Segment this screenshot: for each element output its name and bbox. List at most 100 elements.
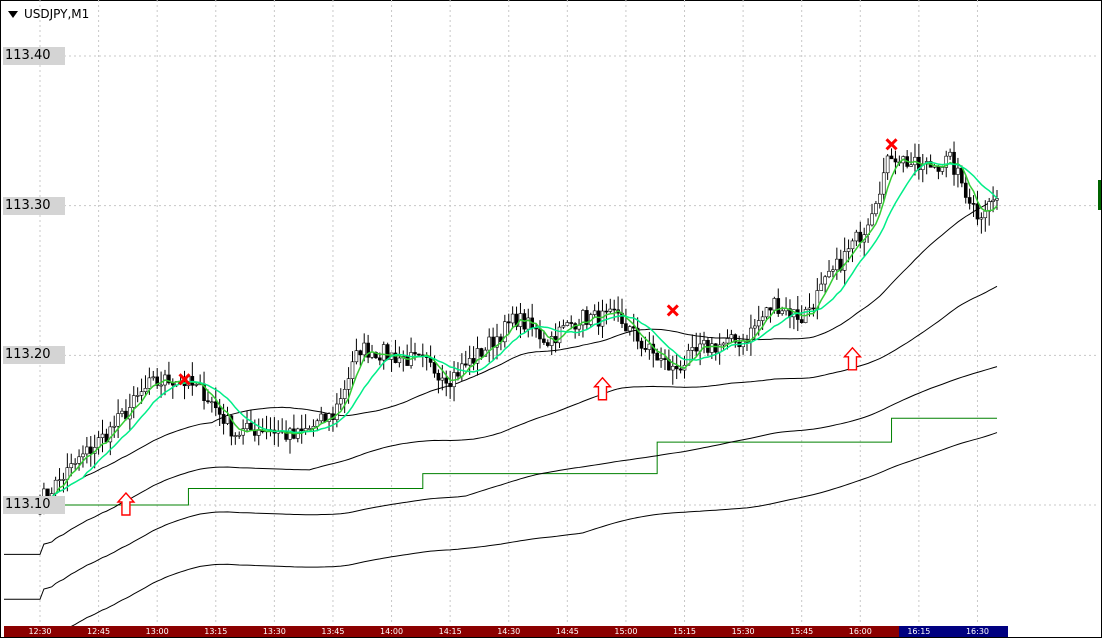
candle-body [381, 344, 386, 361]
candle [327, 412, 331, 431]
candle [210, 396, 214, 413]
candle-body [764, 307, 769, 318]
current-price-marker [1098, 180, 1101, 210]
candle-body [346, 378, 351, 390]
candle [850, 238, 855, 263]
candle [928, 154, 933, 168]
candle-body [467, 358, 472, 366]
candle [553, 323, 558, 353]
candle [870, 203, 874, 227]
candle-body [819, 283, 824, 291]
price-label-113-30: 113.30 [3, 197, 65, 215]
candle [909, 152, 913, 167]
time-tick-label: 14:45 [555, 627, 579, 636]
time-tick-label: 16:00 [848, 627, 872, 636]
candle-body [831, 269, 835, 272]
candle-body [241, 428, 245, 436]
candle [299, 414, 304, 444]
sell-cross-icon [666, 304, 679, 317]
time-axis-history [4, 626, 900, 637]
candle-body [956, 167, 960, 175]
candle-body [995, 198, 999, 201]
candle [788, 299, 792, 329]
candle [686, 343, 691, 366]
candle-body [448, 382, 452, 388]
candle [335, 393, 339, 428]
candle-body [674, 365, 679, 370]
candle-body [807, 307, 812, 310]
envelope-line [52, 432, 998, 638]
candle-body [213, 401, 218, 409]
candle [506, 313, 511, 335]
time-axis-bar [4, 626, 1008, 637]
candle-body [221, 414, 226, 424]
candle [846, 239, 851, 263]
candle [635, 317, 640, 350]
candle [924, 157, 929, 175]
signals [116, 138, 898, 516]
candle-body [307, 428, 312, 430]
candle-body [57, 479, 62, 482]
candle [463, 350, 468, 368]
candle-body [503, 321, 507, 343]
candle [651, 335, 656, 368]
candle [436, 369, 441, 394]
candle [225, 406, 230, 426]
chart-grid [4, 0, 1096, 624]
candle-body [210, 401, 214, 404]
candle [885, 154, 890, 180]
candle [639, 337, 644, 357]
price-label-113-20: 113.20 [3, 346, 65, 364]
candle-body [487, 336, 492, 351]
candle [545, 339, 550, 348]
candle [467, 345, 472, 376]
symbol-header[interactable]: USDJPY,M1 [8, 7, 89, 21]
candle [674, 353, 679, 380]
sell-cross-icon [178, 373, 191, 386]
candle-body [405, 356, 409, 366]
envelope-line [4, 285, 998, 555]
candle [616, 296, 620, 322]
time-tick-label: 13:15 [204, 627, 228, 636]
candle-body [440, 377, 445, 381]
candle-body [327, 413, 331, 422]
candle [358, 349, 363, 366]
candle-body [835, 258, 839, 271]
candle-body [436, 372, 441, 381]
candle-body [811, 307, 816, 310]
candle [577, 318, 581, 336]
time-tick-label: 15:00 [614, 627, 638, 636]
moving-averages [39, 158, 998, 510]
candle [495, 323, 499, 360]
candle [866, 218, 870, 243]
candle-body [659, 358, 663, 361]
candle [569, 315, 574, 330]
candle-body [81, 453, 85, 458]
sell-cross-icon [885, 138, 898, 151]
candle [503, 314, 507, 348]
candle-body [557, 326, 562, 344]
candle-body [385, 344, 390, 360]
candle [217, 398, 222, 427]
candle [776, 288, 781, 317]
candles [38, 141, 999, 516]
candle-body [69, 463, 74, 468]
candle-body [545, 342, 550, 346]
candle [991, 186, 995, 213]
candle [538, 320, 542, 349]
candle [448, 370, 452, 399]
candle-body [350, 361, 355, 379]
candle [69, 453, 74, 477]
candle-body [940, 167, 945, 172]
candle [948, 148, 952, 160]
candle [362, 333, 367, 362]
dropdown-triangle-icon[interactable] [8, 10, 18, 18]
candle-body [542, 338, 546, 343]
candle [139, 378, 144, 404]
candle-body [823, 276, 827, 285]
candle [190, 362, 195, 396]
candle [88, 436, 93, 467]
candle-body [760, 316, 765, 321]
candle-body [338, 398, 343, 405]
